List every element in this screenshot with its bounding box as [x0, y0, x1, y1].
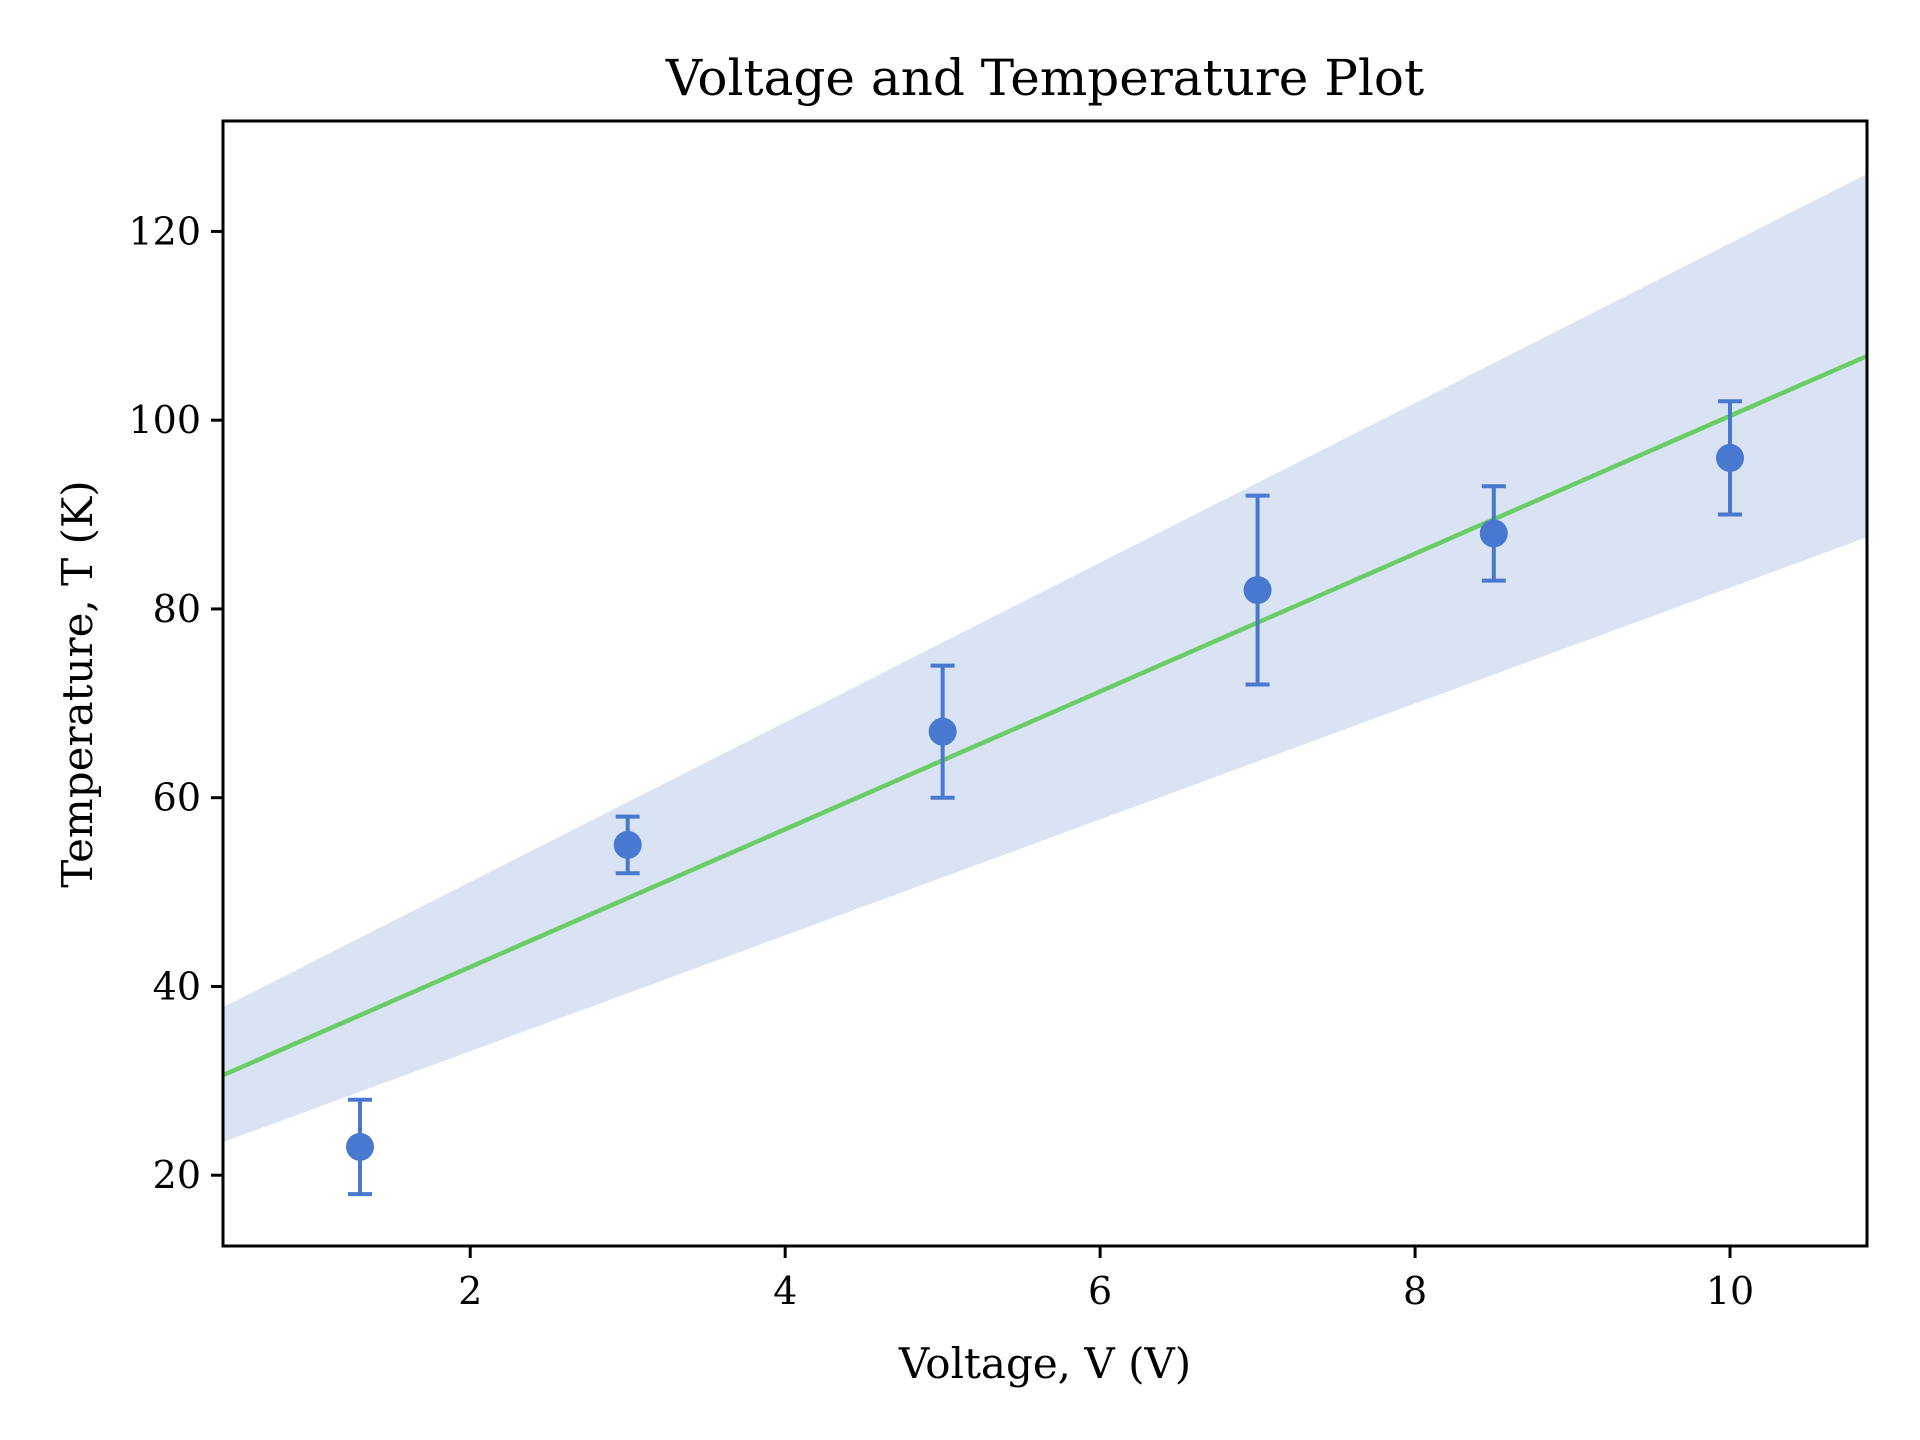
- y-tick-label: 20: [153, 1153, 201, 1197]
- chart-title: Voltage and Temperature Plot: [665, 49, 1424, 107]
- y-tick-label: 120: [128, 209, 201, 253]
- data-marker: [928, 717, 957, 746]
- axes-frame: [221, 119, 1869, 1248]
- y-tick-label: 40: [153, 964, 201, 1008]
- x-tick-label: 6: [1088, 1269, 1112, 1313]
- data-point: [613, 814, 642, 876]
- plot-area: [222, 173, 1868, 1197]
- confidence-band: [223, 173, 1867, 1143]
- data-point: [928, 663, 957, 800]
- x-tick-label: 2: [458, 1269, 482, 1313]
- y-tick-label: 60: [153, 776, 201, 820]
- x-tick-label: 4: [773, 1269, 797, 1313]
- data-marker: [1716, 443, 1744, 472]
- x-tick-label: 10: [1706, 1269, 1754, 1313]
- x-axis-label: Voltage, V (V): [898, 1339, 1191, 1388]
- x-axis: 2 4 6 8 10: [458, 1246, 1754, 1313]
- data-points: [346, 399, 1744, 1197]
- data-point: [346, 1097, 374, 1197]
- y-axis-label: Temperature, T (K): [53, 480, 102, 887]
- data-marker: [1243, 576, 1272, 605]
- y-tick-label: 80: [153, 587, 201, 631]
- data-marker: [346, 1132, 374, 1161]
- data-marker: [613, 830, 642, 859]
- y-tick-label: 100: [128, 398, 201, 442]
- data-point: [1243, 493, 1272, 687]
- fit-line: [222, 353, 1868, 1078]
- x-tick-label: 8: [1403, 1269, 1427, 1313]
- data-point: [1479, 484, 1508, 583]
- y-axis: 20 40 60 80 100 120: [128, 209, 223, 1197]
- data-marker: [1479, 519, 1508, 548]
- data-point: [1716, 399, 1744, 517]
